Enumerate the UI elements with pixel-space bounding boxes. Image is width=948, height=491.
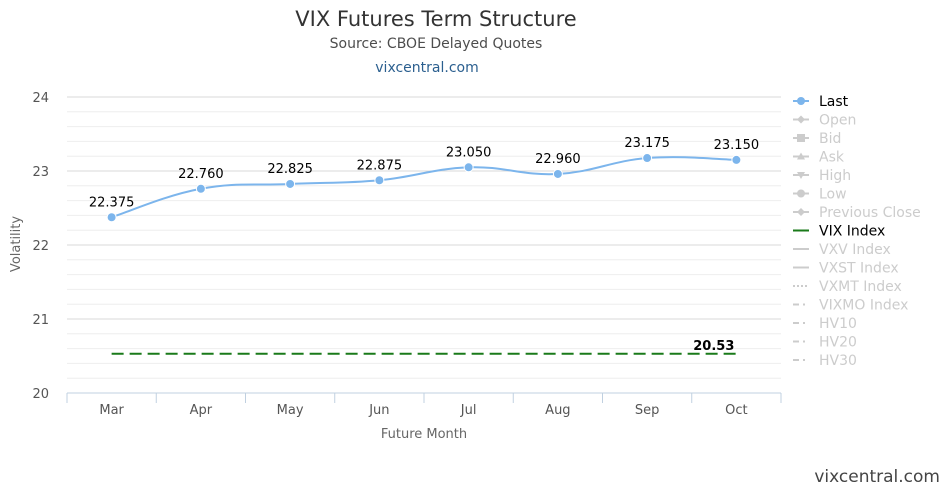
last-series-point[interactable] — [463, 162, 474, 173]
legend-item-last[interactable]: Last — [793, 94, 849, 110]
legend-label: VXMT Index — [819, 279, 902, 295]
legend-item-hv10[interactable]: HV10 — [793, 316, 857, 332]
legend-marker-icon — [797, 208, 805, 216]
last-series-point[interactable] — [642, 153, 653, 164]
last-series-line — [111, 156, 737, 219]
x-tick-label: Jun — [368, 403, 389, 418]
y-tick-label: 22 — [32, 239, 49, 254]
legend-item-bid[interactable]: Bid — [793, 131, 841, 147]
legend-item-open[interactable]: Open — [793, 113, 856, 129]
legend-item-vixmo-index[interactable]: VIXMO Index — [793, 298, 908, 314]
legend-item-vxst-index[interactable]: VXST Index — [793, 261, 899, 277]
x-axis-title: Future Month — [381, 427, 467, 442]
y-axis-title: Volatility — [9, 216, 24, 272]
last-series-point[interactable] — [374, 175, 385, 186]
x-tick-label: Apr — [190, 403, 213, 418]
last-series-point[interactable] — [106, 212, 117, 223]
legend-item-hv30[interactable]: HV30 — [793, 353, 857, 369]
y-tick-label: 21 — [32, 313, 49, 328]
x-tick-label: Mar — [99, 403, 124, 418]
last-series-data-label: 23.150 — [714, 138, 760, 153]
gridlines — [67, 96, 781, 394]
last-series-point[interactable] — [285, 178, 296, 189]
x-tick-label: Oct — [725, 403, 747, 418]
watermark: vixcentral.com — [814, 467, 940, 487]
y-tick-label: 23 — [32, 165, 49, 180]
legend-item-low[interactable]: Low — [793, 187, 847, 203]
legend-item-vix-index[interactable]: VIX Index — [793, 224, 885, 240]
last-series-data-label: 22.875 — [357, 158, 403, 173]
chart-title: VIX Futures Term Structure — [295, 7, 576, 31]
x-tick-label: Jul — [460, 403, 477, 418]
axes: Mar Apr May Jun Jul Aug Sep Oct 20 21 22 23 24 — [32, 91, 782, 418]
legend: Last Open Bid Ask High Low Previous Close VIX I… — [793, 94, 921, 369]
legend-marker-icon — [797, 97, 805, 105]
legend-marker-icon — [797, 189, 805, 198]
last-series-data-label: 22.375 — [89, 195, 135, 210]
chart-subtitle: Source: CBOE Delayed Quotes — [330, 36, 543, 52]
legend-label: VIX Index — [819, 224, 885, 240]
legend-label: Open — [819, 113, 856, 129]
legend-item-previous-close[interactable]: Previous Close — [793, 205, 921, 221]
legend-label: HV10 — [819, 316, 857, 332]
legend-label: Bid — [819, 131, 841, 147]
legend-label: High — [819, 168, 851, 184]
x-tick-label: Aug — [545, 403, 570, 418]
legend-item-vxv-index[interactable]: VXV Index — [793, 242, 891, 258]
legend-marker-icon — [797, 152, 805, 160]
y-tick-label: 24 — [32, 91, 49, 106]
last-series-data-label: 22.760 — [178, 167, 224, 182]
legend-marker-icon — [797, 172, 805, 179]
last-series-data-label: 22.960 — [535, 152, 581, 167]
plot-area: 20.53 22.375 22.760 22.825 22.875 23.050 22.96… — [89, 136, 760, 355]
legend-label: Last — [819, 94, 849, 110]
legend-label: HV30 — [819, 353, 857, 369]
legend-label: VIXMO Index — [819, 298, 908, 314]
legend-label: Previous Close — [819, 205, 921, 221]
vix-index-data-label: 20.53 — [693, 339, 734, 354]
y-tick-label: 20 — [32, 387, 49, 402]
last-series-point[interactable] — [195, 183, 206, 194]
x-tick-label: Sep — [635, 403, 660, 418]
legend-label: Low — [819, 187, 847, 203]
last-series-data-label: 23.050 — [446, 145, 492, 160]
last-series-data-label: 22.825 — [267, 162, 313, 177]
source-link[interactable]: vixcentral.com — [375, 60, 478, 76]
legend-label: VXV Index — [819, 242, 891, 258]
legend-label: Ask — [819, 150, 845, 166]
legend-item-vxmt-index[interactable]: VXMT Index — [793, 279, 902, 295]
x-tick-label: May — [277, 403, 304, 418]
legend-label: HV20 — [819, 335, 857, 351]
last-series-point[interactable] — [731, 154, 742, 165]
legend-item-ask[interactable]: Ask — [793, 150, 845, 166]
legend-item-hv20[interactable]: HV20 — [793, 335, 857, 351]
legend-marker-icon — [797, 134, 805, 142]
last-series-point[interactable] — [552, 168, 563, 179]
legend-item-high[interactable]: High — [793, 168, 851, 184]
legend-marker-icon — [797, 115, 805, 124]
last-series-data-label: 23.175 — [624, 136, 670, 151]
legend-label: VXST Index — [819, 261, 899, 277]
